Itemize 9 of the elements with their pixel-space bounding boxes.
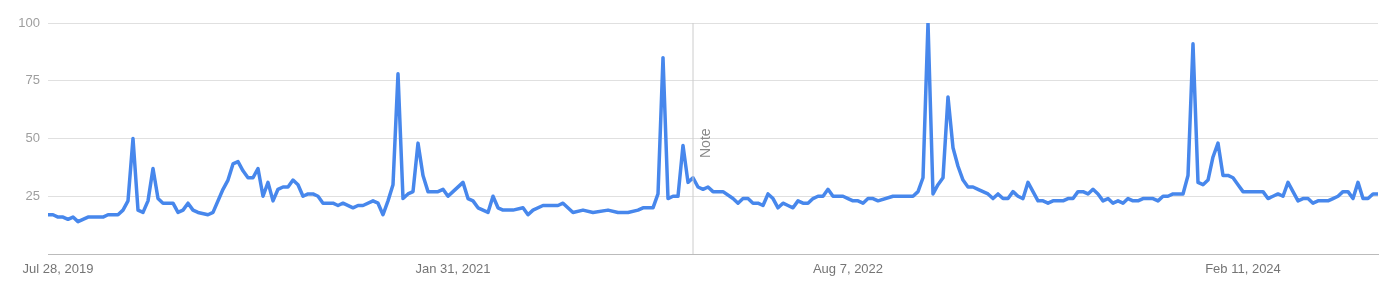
x-tick-label: Jan 31, 2021 — [415, 261, 491, 277]
x-tick-label: Aug 7, 2022 — [812, 261, 884, 277]
x-tick-label: Jul 28, 2019 — [22, 261, 94, 277]
y-tick-label: 75 — [25, 72, 40, 88]
y-tick-label: 50 — [25, 130, 40, 146]
y-tick-label: 25 — [25, 187, 40, 203]
ref-line-label: Note — [696, 128, 713, 158]
x-tick-label: Feb 11, 2024 — [1205, 261, 1281, 277]
y-tick-label: 100 — [18, 14, 40, 30]
